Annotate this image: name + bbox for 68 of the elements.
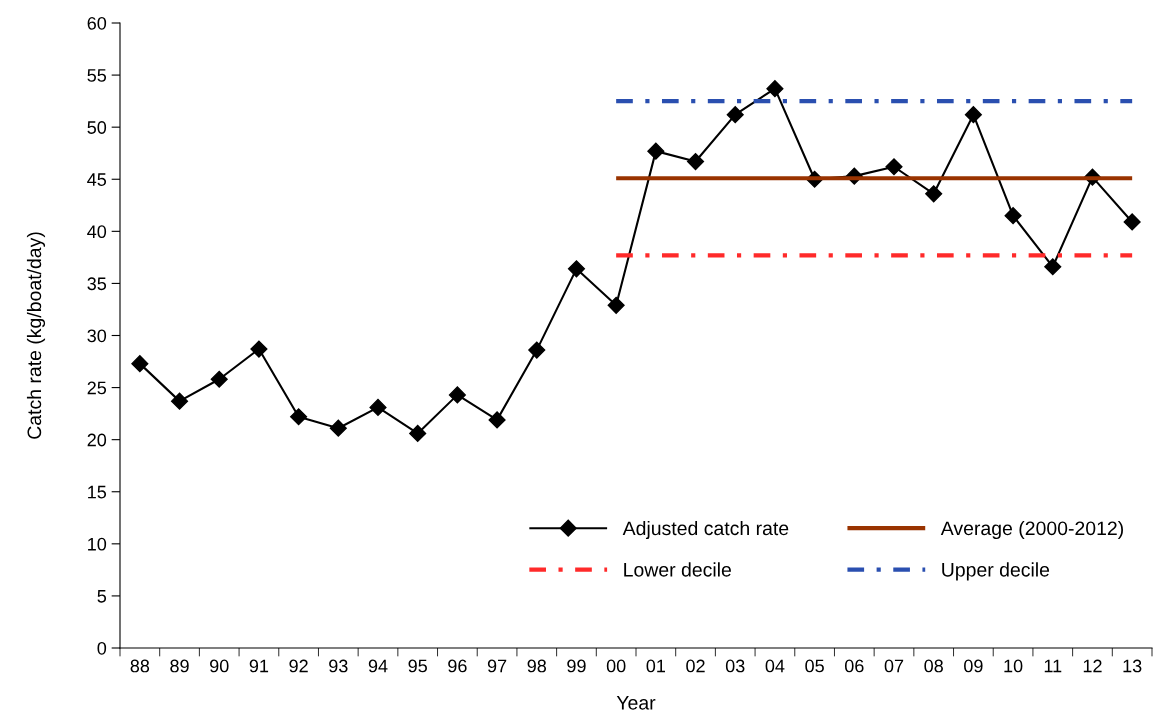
point — [647, 142, 665, 160]
point — [885, 158, 903, 176]
y-tick-label: 5 — [97, 590, 107, 603]
legend-label: Average (2000-2012) — [940, 520, 1123, 540]
point — [686, 152, 705, 171]
x-tick-label: 95 — [408, 659, 427, 673]
point — [409, 424, 427, 442]
point — [448, 386, 466, 404]
x-tick-label: 12 — [1083, 659, 1102, 673]
point — [766, 80, 784, 98]
y-tick-label: 15 — [88, 485, 107, 499]
x-tick-label: 94 — [368, 659, 388, 673]
point — [329, 419, 347, 437]
x-tick-label: 89 — [170, 659, 189, 673]
x-tick-label: 07 — [884, 659, 904, 673]
y-tick-label: 60 — [87, 16, 107, 30]
x-tick-label: 97 — [487, 659, 507, 673]
point — [607, 296, 625, 314]
point — [925, 185, 943, 203]
y-tick-label: 35 — [87, 277, 107, 291]
point — [131, 355, 149, 373]
y-tick-label: 0 — [97, 641, 107, 655]
x-tick-label: 00 — [606, 659, 626, 673]
x-tick-label: 91 — [249, 659, 269, 673]
x-tick-label: 11 — [1044, 659, 1062, 673]
point — [250, 340, 268, 358]
point — [1044, 258, 1062, 276]
x-tick-label: 05 — [805, 659, 824, 673]
x-tick-label: 90 — [210, 659, 229, 673]
x-tick-label: 09 — [964, 659, 983, 673]
x-tick-label: 13 — [1123, 659, 1142, 673]
x-tick-label: 93 — [329, 659, 348, 673]
x-tick-label: 88 — [130, 659, 150, 673]
x-tick-label: 96 — [448, 659, 467, 673]
legend-label: Upper decile — [942, 562, 1050, 581]
point — [567, 260, 586, 278]
y-tick-label: 20 — [87, 433, 107, 447]
legend-label: Lower decile — [624, 562, 731, 577]
x-tick-label: 92 — [289, 659, 308, 673]
x-tick-label: 10 — [1004, 659, 1023, 673]
x-tick-label: 03 — [725, 659, 745, 673]
point — [1004, 207, 1022, 225]
y-tick-label: 30 — [87, 329, 107, 343]
x-tick-label: 04 — [765, 659, 785, 673]
x-tick-label: 98 — [527, 659, 547, 673]
y-tick-label: 25 — [87, 381, 107, 395]
y-tick-label: 45 — [87, 173, 107, 186]
point — [726, 106, 744, 124]
point — [488, 411, 506, 429]
legend-label: Adjusted catch rate — [622, 520, 789, 540]
x-axis-title: Year — [616, 696, 656, 710]
x-tick-label: 01 — [646, 659, 666, 673]
point — [1123, 213, 1141, 231]
x-tick-label: 99 — [567, 659, 586, 673]
point — [210, 370, 228, 388]
x-tick-label: 06 — [844, 659, 864, 673]
y-tick-label: 50 — [87, 121, 107, 134]
point — [964, 106, 982, 124]
y-tick-label: 55 — [87, 69, 107, 82]
point — [528, 341, 546, 359]
point — [290, 408, 308, 426]
y-tick-label: 10 — [88, 537, 107, 551]
x-tick-label: 08 — [924, 659, 943, 673]
y-axis-title: Catch rate (kg/boat/day) — [26, 232, 46, 439]
point — [170, 392, 189, 410]
x-tick-label: 02 — [686, 659, 705, 673]
point — [369, 398, 387, 416]
y-tick-label: 40 — [87, 225, 107, 239]
